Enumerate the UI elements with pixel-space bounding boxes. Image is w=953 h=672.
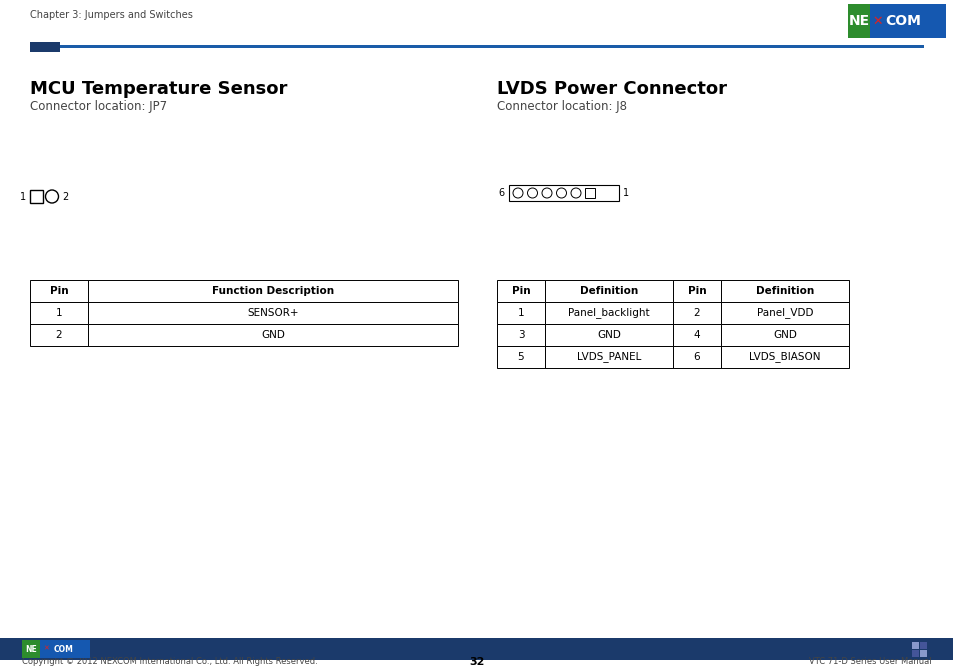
Text: Definition: Definition	[755, 286, 813, 296]
Text: 1: 1	[20, 192, 26, 202]
Bar	[672, 302, 720, 324]
Bar	[30, 42, 60, 52]
Circle shape	[556, 188, 566, 198]
Text: COM: COM	[884, 14, 920, 28]
Text: ✕: ✕	[872, 15, 882, 28]
Text: Definition: Definition	[579, 286, 638, 296]
Text: 1: 1	[55, 308, 62, 318]
Text: NE: NE	[25, 644, 37, 653]
Bar	[497, 324, 544, 346]
Text: GND: GND	[597, 330, 620, 340]
Bar	[30, 302, 88, 324]
Bar	[911, 642, 918, 649]
Text: Function Description: Function Description	[212, 286, 334, 296]
Text: Pin: Pin	[50, 286, 69, 296]
Bar	[509, 185, 618, 201]
Text: 1: 1	[517, 308, 524, 318]
Text: GND: GND	[772, 330, 796, 340]
Text: LVDS Power Connector: LVDS Power Connector	[497, 80, 726, 98]
Bar	[720, 302, 848, 324]
Bar	[847, 4, 869, 38]
Text: Connector location: J8: Connector location: J8	[497, 100, 626, 113]
Circle shape	[571, 188, 580, 198]
Text: GND: GND	[261, 330, 285, 340]
Bar	[585, 188, 595, 198]
Bar	[88, 302, 457, 324]
Text: Pin: Pin	[511, 286, 530, 296]
Text: NE: NE	[847, 14, 868, 28]
Text: SENSOR+: SENSOR+	[247, 308, 298, 318]
Text: 2: 2	[55, 330, 62, 340]
Text: ✕: ✕	[43, 646, 49, 652]
Text: COM: COM	[54, 644, 74, 653]
Bar	[497, 280, 544, 302]
Bar	[88, 280, 457, 302]
Circle shape	[527, 188, 537, 198]
Bar	[919, 642, 926, 649]
Bar	[720, 346, 848, 368]
Bar	[544, 324, 672, 346]
Bar	[497, 302, 544, 324]
Text: 5: 5	[517, 352, 524, 362]
Bar	[60, 45, 923, 48]
Bar	[22, 640, 40, 658]
Text: Copyright © 2012 NEXCOM International Co., Ltd. All Rights Reserved.: Copyright © 2012 NEXCOM International Co…	[22, 657, 317, 667]
Text: Panel_backlight: Panel_backlight	[568, 308, 649, 319]
Text: 6: 6	[498, 188, 504, 198]
Bar	[919, 650, 926, 657]
Text: LVDS_BIASON: LVDS_BIASON	[748, 351, 820, 362]
Circle shape	[46, 190, 58, 203]
Text: 1: 1	[622, 188, 628, 198]
Text: 4: 4	[693, 330, 700, 340]
Bar	[672, 324, 720, 346]
Bar	[30, 280, 88, 302]
Text: Connector location: JP7: Connector location: JP7	[30, 100, 167, 113]
Text: MCU Temperature Sensor: MCU Temperature Sensor	[30, 80, 287, 98]
Text: Pin: Pin	[687, 286, 705, 296]
Text: VTC 71-D Series User Manual: VTC 71-D Series User Manual	[808, 657, 931, 667]
Text: LVDS_PANEL: LVDS_PANEL	[577, 351, 640, 362]
Circle shape	[541, 188, 552, 198]
Bar	[30, 190, 43, 203]
Text: 3: 3	[517, 330, 524, 340]
Circle shape	[513, 188, 522, 198]
Bar	[88, 324, 457, 346]
Bar	[544, 280, 672, 302]
Bar	[544, 346, 672, 368]
Bar	[720, 280, 848, 302]
Bar	[847, 4, 945, 38]
Text: 2: 2	[693, 308, 700, 318]
Bar	[544, 302, 672, 324]
Bar	[911, 650, 918, 657]
Bar	[30, 324, 88, 346]
Bar	[720, 324, 848, 346]
Bar	[672, 346, 720, 368]
Text: 2: 2	[62, 192, 69, 202]
Text: 6: 6	[693, 352, 700, 362]
Text: 32: 32	[469, 657, 484, 667]
Bar	[0, 638, 953, 660]
Text: Panel_VDD: Panel_VDD	[756, 308, 812, 319]
Text: Chapter 3: Jumpers and Switches: Chapter 3: Jumpers and Switches	[30, 10, 193, 20]
Bar	[22, 640, 90, 658]
Bar	[672, 280, 720, 302]
Bar	[497, 346, 544, 368]
